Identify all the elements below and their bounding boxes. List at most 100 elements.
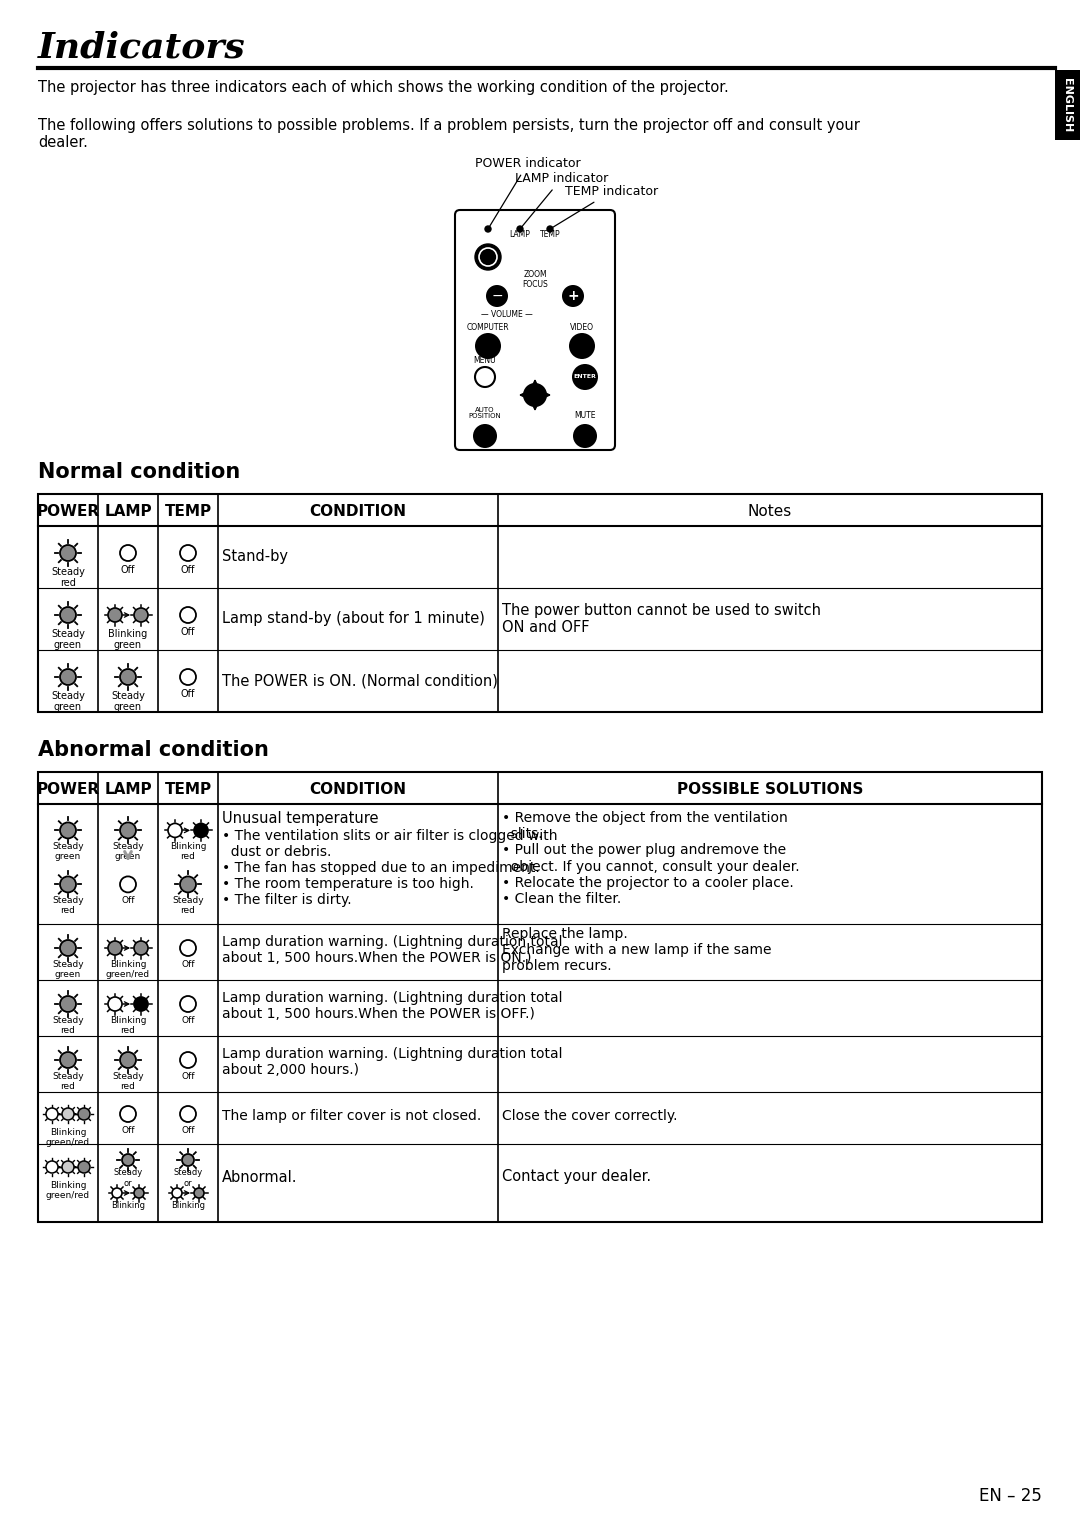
Text: COMPUTER: COMPUTER bbox=[467, 322, 510, 332]
Text: TEMP: TEMP bbox=[164, 781, 212, 796]
Text: Steady
green: Steady green bbox=[51, 691, 85, 712]
Text: Blinking
green/red: Blinking green/red bbox=[46, 1181, 90, 1199]
Text: Blinking
green/red: Blinking green/red bbox=[46, 1128, 90, 1146]
Text: The projector has three indicators each of which shows the working condition of : The projector has three indicators each … bbox=[38, 79, 729, 95]
Circle shape bbox=[562, 286, 584, 307]
Circle shape bbox=[120, 1106, 136, 1122]
Circle shape bbox=[60, 940, 76, 957]
Text: Off: Off bbox=[181, 1126, 194, 1135]
Text: Notes: Notes bbox=[747, 504, 792, 518]
Circle shape bbox=[194, 824, 208, 837]
Text: Off: Off bbox=[180, 565, 195, 575]
Circle shape bbox=[573, 423, 597, 448]
Circle shape bbox=[134, 608, 148, 622]
Circle shape bbox=[180, 877, 195, 892]
Text: Off: Off bbox=[181, 1073, 194, 1080]
Circle shape bbox=[60, 669, 76, 685]
Text: • The fan has stopped due to an impediment.: • The fan has stopped due to an impedime… bbox=[222, 860, 540, 876]
Circle shape bbox=[60, 822, 76, 839]
Text: MUTE: MUTE bbox=[575, 411, 596, 420]
Text: — VOLUME —: — VOLUME — bbox=[481, 310, 532, 319]
Text: AUTO
POSITION: AUTO POSITION bbox=[469, 406, 501, 419]
Text: Steady
green: Steady green bbox=[112, 842, 144, 862]
Text: CONDITION: CONDITION bbox=[310, 781, 406, 796]
Circle shape bbox=[60, 996, 76, 1012]
Bar bbox=[38, 772, 1042, 1222]
Text: POWER indicator: POWER indicator bbox=[475, 157, 581, 226]
Text: or: or bbox=[184, 1180, 192, 1187]
Text: Lamp stand-by (about for 1 minute): Lamp stand-by (about for 1 minute) bbox=[222, 611, 485, 626]
Text: Steady
green: Steady green bbox=[51, 630, 85, 649]
Circle shape bbox=[180, 545, 195, 561]
Circle shape bbox=[180, 1051, 195, 1068]
Circle shape bbox=[134, 1187, 144, 1198]
Circle shape bbox=[183, 1154, 194, 1166]
Text: Blinking: Blinking bbox=[111, 1201, 145, 1210]
Text: Off: Off bbox=[181, 960, 194, 969]
Circle shape bbox=[180, 940, 195, 957]
Text: Abnormal.: Abnormal. bbox=[222, 1169, 297, 1184]
Text: Steady
red: Steady red bbox=[172, 897, 204, 915]
Circle shape bbox=[120, 669, 136, 685]
Circle shape bbox=[168, 824, 183, 837]
Circle shape bbox=[60, 545, 76, 561]
Text: Steady
red: Steady red bbox=[51, 567, 85, 588]
Text: POSSIBLE SOLUTIONS: POSSIBLE SOLUTIONS bbox=[677, 781, 863, 796]
Circle shape bbox=[180, 996, 195, 1012]
Text: Blinking
red: Blinking red bbox=[170, 842, 206, 862]
Circle shape bbox=[572, 364, 598, 390]
Circle shape bbox=[134, 996, 148, 1012]
Circle shape bbox=[120, 822, 136, 839]
Text: ZOOM
FOCUS: ZOOM FOCUS bbox=[522, 270, 548, 289]
Circle shape bbox=[134, 941, 148, 955]
Circle shape bbox=[569, 333, 595, 359]
Text: TEMP indicator: TEMP indicator bbox=[552, 185, 658, 228]
Bar bbox=[38, 494, 1042, 712]
Text: +: + bbox=[567, 289, 579, 303]
Text: The power button cannot be used to switch
ON and OFF: The power button cannot be used to switc… bbox=[502, 604, 821, 636]
Text: Steady
red: Steady red bbox=[52, 1016, 84, 1034]
FancyBboxPatch shape bbox=[455, 209, 615, 451]
Circle shape bbox=[108, 608, 122, 622]
Circle shape bbox=[473, 423, 497, 448]
Text: Steady: Steady bbox=[113, 1167, 143, 1177]
Text: Off: Off bbox=[180, 626, 195, 637]
Circle shape bbox=[480, 248, 497, 266]
Circle shape bbox=[120, 877, 136, 892]
Text: Steady: Steady bbox=[174, 1167, 203, 1177]
Text: Unusual temperature: Unusual temperature bbox=[222, 811, 378, 827]
Circle shape bbox=[485, 226, 491, 232]
Circle shape bbox=[46, 1108, 58, 1120]
Circle shape bbox=[475, 244, 501, 270]
Text: Off: Off bbox=[181, 1016, 194, 1025]
Circle shape bbox=[46, 1161, 58, 1174]
Text: Lamp duration warning. (Lightning duration total
about 1, 500 hours.When the POW: Lamp duration warning. (Lightning durati… bbox=[222, 935, 563, 966]
Text: EN – 25: EN – 25 bbox=[980, 1487, 1042, 1505]
Circle shape bbox=[180, 607, 195, 623]
Text: LAMP indicator: LAMP indicator bbox=[515, 173, 608, 226]
Text: LAMP: LAMP bbox=[104, 504, 152, 518]
Circle shape bbox=[120, 1051, 136, 1068]
Text: Blinking
green/red: Blinking green/red bbox=[106, 960, 150, 979]
Circle shape bbox=[546, 226, 553, 232]
Circle shape bbox=[194, 1187, 204, 1198]
Circle shape bbox=[486, 286, 508, 307]
Text: Steady
green: Steady green bbox=[52, 842, 84, 862]
Circle shape bbox=[172, 1187, 183, 1198]
Text: Steady
green: Steady green bbox=[52, 960, 84, 979]
Text: POWER: POWER bbox=[37, 504, 99, 518]
Text: Stand-by: Stand-by bbox=[222, 550, 288, 564]
Circle shape bbox=[180, 1106, 195, 1122]
Text: Steady
green: Steady green bbox=[111, 691, 145, 712]
Text: TEMP: TEMP bbox=[164, 504, 212, 518]
Circle shape bbox=[62, 1108, 75, 1120]
Text: VIDEO: VIDEO bbox=[570, 322, 594, 332]
Text: The POWER is ON. (Normal condition): The POWER is ON. (Normal condition) bbox=[222, 674, 498, 689]
Circle shape bbox=[108, 996, 122, 1012]
Circle shape bbox=[112, 1187, 122, 1198]
Text: ENGLISH: ENGLISH bbox=[1062, 78, 1072, 131]
Text: Blinking: Blinking bbox=[171, 1201, 205, 1210]
Circle shape bbox=[180, 669, 195, 685]
Circle shape bbox=[475, 333, 501, 359]
Text: MENU: MENU bbox=[474, 356, 497, 365]
